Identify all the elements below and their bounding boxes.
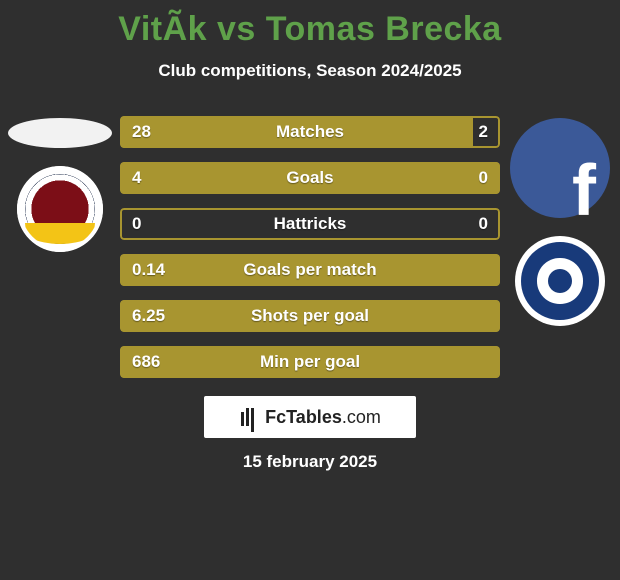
stat-value-right: [476, 300, 500, 332]
brand-logo-icon: [239, 406, 261, 428]
stats-list: 28Matches24Goals00Hattricks00.14Goals pe…: [120, 110, 500, 384]
brand-bold: FcTables: [265, 407, 342, 427]
content-row: 28Matches24Goals00Hattricks00.14Goals pe…: [0, 110, 620, 384]
brand-badge[interactable]: FcTables.com: [204, 396, 416, 438]
stat-row: 0.14Goals per match: [120, 254, 500, 286]
stat-label: Matches: [120, 116, 500, 148]
club-badge-left: [17, 166, 103, 252]
stat-value-right: 2: [467, 116, 500, 148]
footer-date: 15 february 2025: [0, 452, 620, 472]
page-title: VitÃ­k vs Tomas Brecka: [0, 0, 620, 49]
club-badge-right: [515, 236, 605, 326]
stat-row: 0Hattricks0: [120, 208, 500, 240]
stat-value-right: [476, 254, 500, 286]
comparison-card: VitÃ­k vs Tomas Brecka Club competitions…: [0, 0, 620, 580]
stat-row: 28Matches2: [120, 116, 500, 148]
stat-label: Hattricks: [120, 208, 500, 240]
brand-text: FcTables.com: [265, 407, 381, 428]
brand-thin: .com: [342, 407, 381, 427]
stat-value-right: 0: [467, 162, 500, 194]
page-subtitle: Club competitions, Season 2024/2025: [0, 61, 620, 81]
stat-row: 4Goals0: [120, 162, 500, 194]
stat-value-right: [476, 346, 500, 378]
stat-label: Goals per match: [120, 254, 500, 286]
stat-label: Shots per goal: [120, 300, 500, 332]
stat-label: Goals: [120, 162, 500, 194]
left-column: [0, 110, 120, 252]
player-avatar-left: [8, 118, 112, 148]
stat-row: 6.25Shots per goal: [120, 300, 500, 332]
facebook-icon[interactable]: f: [510, 118, 610, 218]
stat-value-right: 0: [467, 208, 500, 240]
stat-row: 686Min per goal: [120, 346, 500, 378]
stat-label: Min per goal: [120, 346, 500, 378]
right-column: f: [500, 110, 620, 326]
